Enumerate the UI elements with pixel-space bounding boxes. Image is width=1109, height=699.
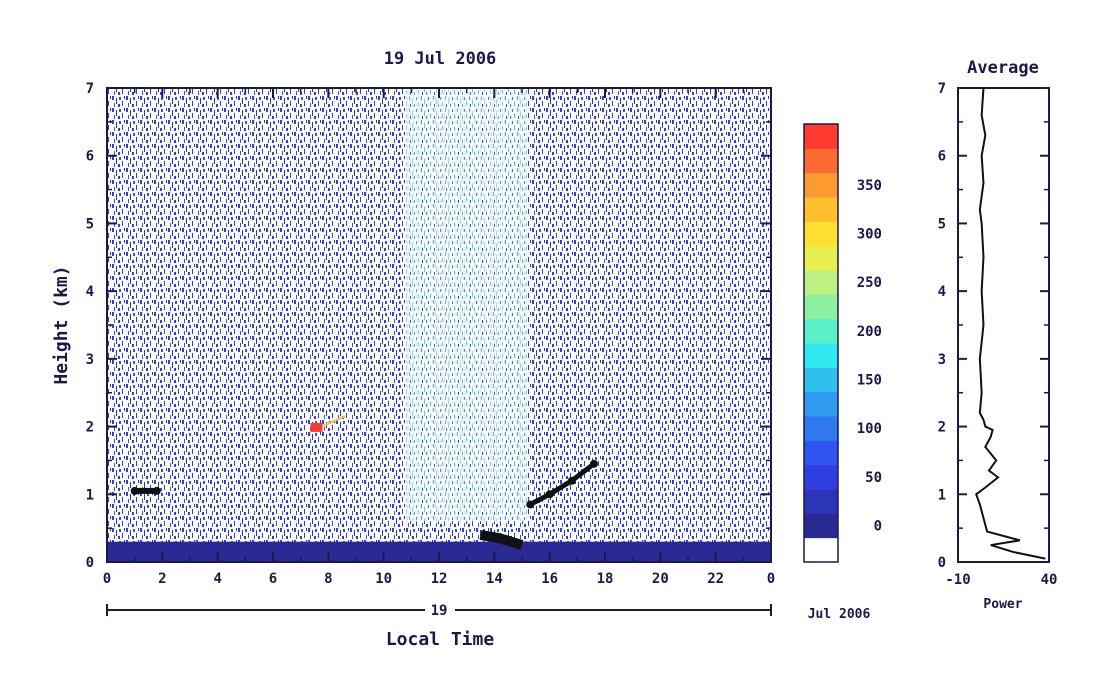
y-tick-label: 2 xyxy=(86,420,94,436)
date-bar-month-year: Jul 2006 xyxy=(808,607,871,622)
daytime-noise-region xyxy=(405,88,528,522)
y-axis-label: Height (km) xyxy=(51,265,72,384)
colorbar-cell xyxy=(804,464,838,490)
colorbar-cell xyxy=(804,343,838,368)
colorbar-tick-label: 50 xyxy=(865,470,882,486)
colorbar-cell xyxy=(804,197,838,222)
y-tick-label: 6 xyxy=(86,149,94,165)
colorbar-cell xyxy=(804,318,838,344)
avg-x-tick-label: 40 xyxy=(1041,572,1058,588)
x-tick-label: 0 xyxy=(767,571,775,587)
colorbar-tick-label: 250 xyxy=(857,275,882,291)
colorbar-cell xyxy=(804,391,838,417)
colorbar-tick-label: 200 xyxy=(857,324,882,340)
colorbar-cell xyxy=(804,489,838,514)
date-bar xyxy=(106,602,772,618)
average-title: Average xyxy=(967,58,1039,78)
x-tick-label: 2 xyxy=(158,571,166,587)
chart-title: 19 Jul 2006 xyxy=(384,49,497,69)
colorbar-cell xyxy=(804,537,838,563)
x-tick-label: 4 xyxy=(213,571,221,587)
average-x-label: Power xyxy=(983,597,1022,612)
colorbar-cell xyxy=(804,416,838,441)
x-tick-label: 6 xyxy=(269,571,277,587)
colorbar-cell xyxy=(804,245,838,271)
avg-y-tick-label: 1 xyxy=(938,487,946,503)
x-tick-label: 12 xyxy=(431,571,448,587)
y-tick-label: 5 xyxy=(86,216,94,232)
avg-y-tick-label: 0 xyxy=(938,555,946,571)
colorbar-cell xyxy=(804,148,838,174)
colorbar-cell xyxy=(804,367,838,393)
y-tick-label: 0 xyxy=(86,555,94,571)
avg-y-tick-label: 3 xyxy=(938,352,946,368)
avg-y-tick-label: 6 xyxy=(938,149,946,165)
avg-y-tick-label: 5 xyxy=(938,216,946,232)
high-value-patch xyxy=(310,422,323,432)
colorbar-cell xyxy=(804,513,838,539)
colorbar-cell xyxy=(804,221,838,247)
x-tick-label: 0 xyxy=(103,571,111,587)
colorbar-tick-label: 350 xyxy=(857,178,882,194)
x-tick-label: 8 xyxy=(324,571,332,587)
x-tick-label: 10 xyxy=(375,571,392,587)
avg-x-tick-label: -10 xyxy=(945,572,970,588)
y-tick-label: 4 xyxy=(86,284,94,300)
colorbar: 0 50 100 150 200 250 300 350 xyxy=(803,123,882,563)
average-power-line xyxy=(975,87,1046,560)
y-tick-label: 1 xyxy=(86,487,94,503)
x-tick-label: 18 xyxy=(597,571,614,587)
colorbar-cell xyxy=(804,294,838,320)
colorbar-cell xyxy=(804,172,838,198)
avg-y-tick-label: 2 xyxy=(938,420,946,436)
x-tick-label: 16 xyxy=(541,571,558,587)
colorbar-cell xyxy=(804,270,838,295)
strong-echo xyxy=(479,529,524,550)
x-axis-label: Local Time xyxy=(386,629,495,650)
avg-y-tick-label: 7 xyxy=(938,81,946,97)
avg-y-tick-label: 4 xyxy=(938,284,946,300)
colorbar-tick-label: 100 xyxy=(857,421,882,437)
y-tick-label: 3 xyxy=(86,352,94,368)
date-bar-label-bg xyxy=(425,602,455,618)
colorbar-tick-label: 300 xyxy=(857,227,882,243)
average-profile-panel: 0 1 2 3 4 5 6 7 -10 40 xyxy=(938,81,1058,588)
x-tick-label: 14 xyxy=(486,571,503,587)
colorbar-tick-label: 0 xyxy=(874,519,882,535)
colorbar-cell xyxy=(804,124,838,149)
aerosol-layer-line xyxy=(529,461,596,507)
colorbar-tick-label: 150 xyxy=(857,373,882,389)
colorbar-frame xyxy=(803,123,839,563)
x-tick-label: 22 xyxy=(707,571,724,587)
average-frame xyxy=(957,87,1050,563)
date-bar-day: 19 xyxy=(431,603,448,619)
y-tick-label: 7 xyxy=(86,81,94,97)
high-value-streak xyxy=(322,415,346,427)
x-tick-label: 20 xyxy=(652,571,669,587)
colorbar-cell xyxy=(804,440,838,466)
